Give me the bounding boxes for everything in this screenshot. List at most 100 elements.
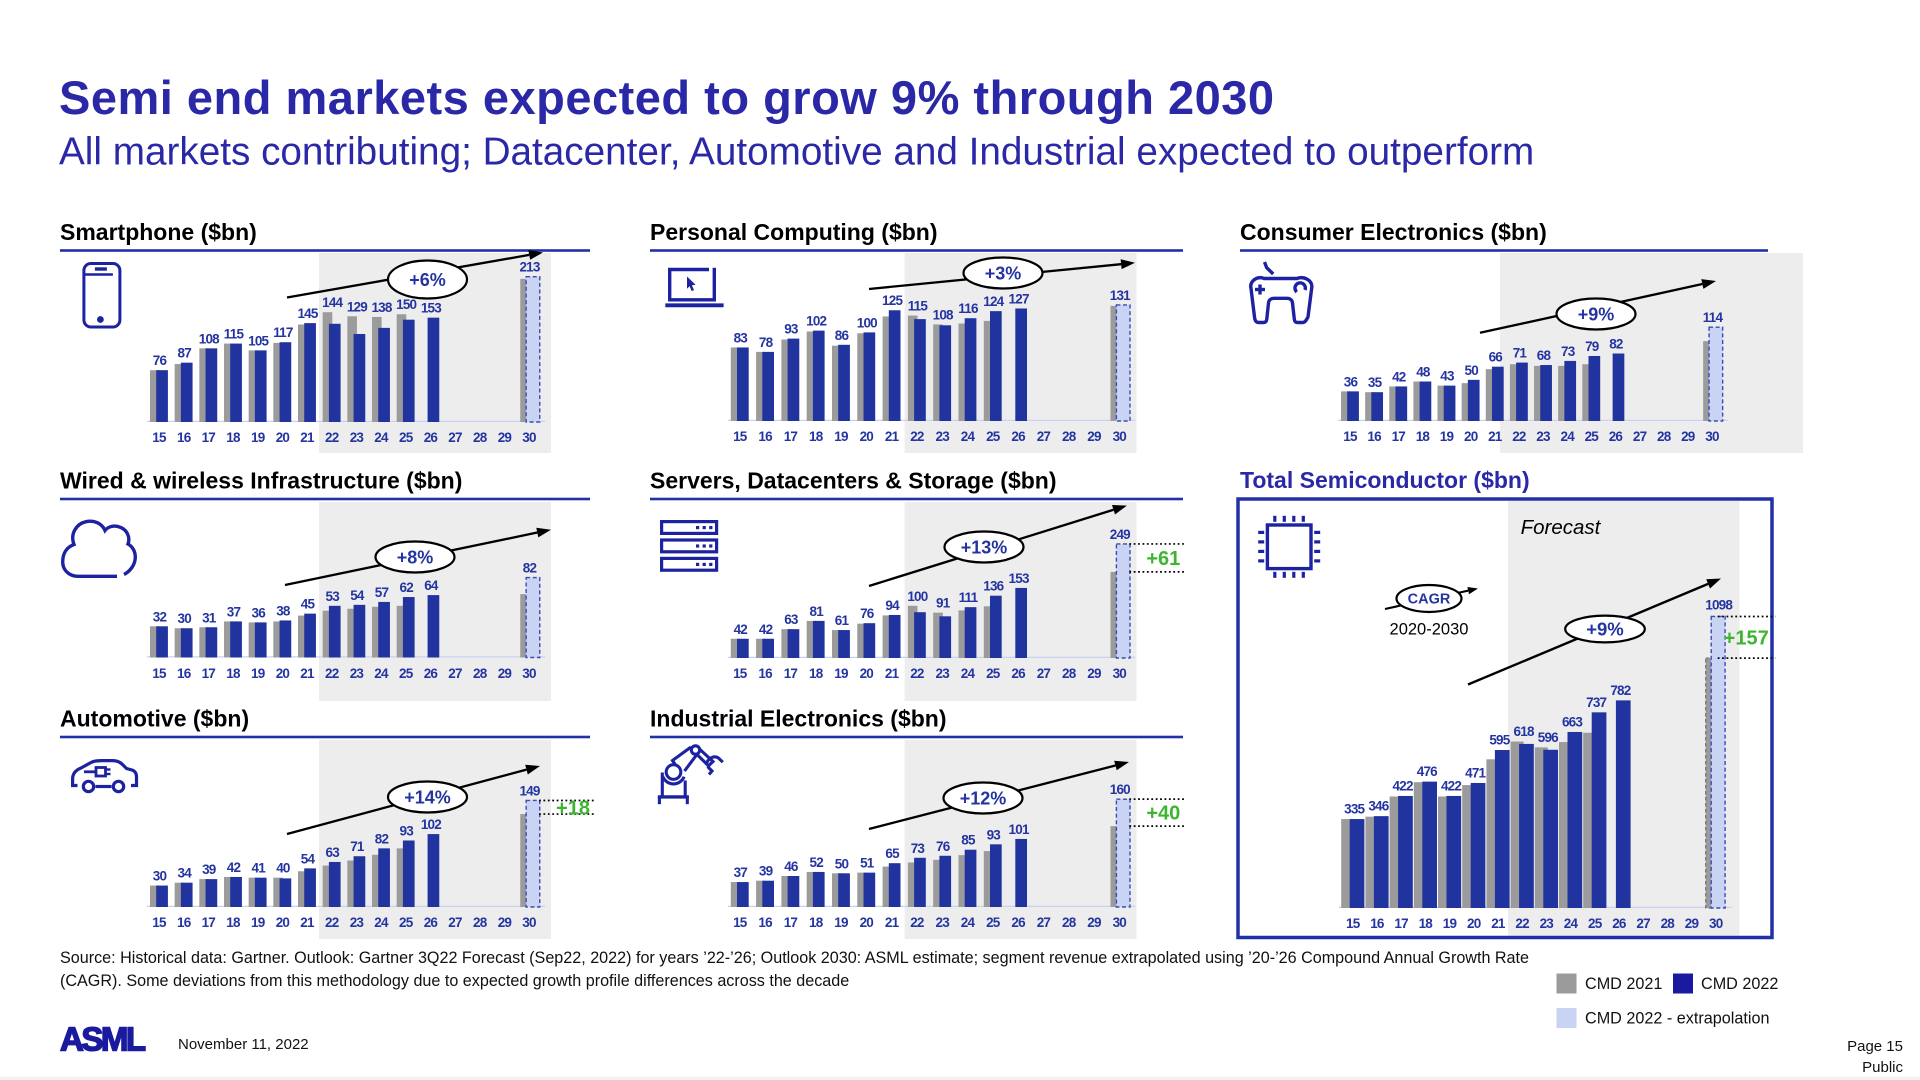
svg-text:50: 50 [835, 856, 849, 871]
svg-text:16: 16 [758, 429, 773, 444]
svg-text:27: 27 [1037, 666, 1051, 681]
svg-text:20: 20 [276, 666, 290, 681]
svg-text:30: 30 [153, 869, 167, 884]
svg-text:+13%: +13% [961, 538, 1008, 558]
svg-text:21: 21 [300, 666, 315, 681]
svg-text:16: 16 [758, 666, 773, 681]
svg-text:115: 115 [908, 299, 929, 314]
svg-text:32: 32 [153, 609, 167, 624]
svg-text:31: 31 [202, 610, 217, 625]
svg-text:Total Semiconductor ($bn): Total Semiconductor ($bn) [1240, 467, 1530, 493]
svg-text:23: 23 [935, 915, 950, 930]
svg-text:29: 29 [1087, 915, 1101, 930]
svg-text:+157: +157 [1724, 627, 1769, 649]
svg-text:30: 30 [1113, 429, 1127, 444]
svg-text:42: 42 [1392, 369, 1406, 384]
svg-text:618: 618 [1514, 724, 1535, 739]
svg-text:153: 153 [1009, 571, 1030, 586]
svg-text:+9%: +9% [1586, 619, 1624, 640]
svg-text:149: 149 [519, 784, 539, 799]
svg-text:25: 25 [399, 915, 414, 930]
svg-text:29: 29 [498, 666, 512, 681]
svg-text:Forecast: Forecast [1521, 516, 1602, 539]
svg-text:19: 19 [1443, 916, 1457, 931]
svg-text:24: 24 [961, 666, 976, 681]
svg-text:43: 43 [1440, 369, 1455, 384]
svg-text:153: 153 [421, 301, 442, 316]
svg-text:65: 65 [885, 846, 900, 861]
svg-text:51: 51 [860, 856, 875, 871]
svg-text:91: 91 [936, 596, 951, 611]
svg-text:24: 24 [374, 430, 389, 445]
svg-text:42: 42 [759, 622, 773, 637]
svg-text:124: 124 [983, 294, 1004, 309]
svg-text:17: 17 [784, 429, 798, 444]
svg-text:145: 145 [297, 306, 318, 321]
svg-text:102: 102 [806, 314, 826, 329]
svg-text:24: 24 [961, 429, 976, 444]
svg-text:82: 82 [523, 561, 537, 576]
svg-text:64: 64 [424, 578, 439, 593]
svg-text:15: 15 [152, 666, 167, 681]
svg-text:26: 26 [424, 915, 439, 930]
svg-text:66: 66 [1489, 350, 1504, 365]
svg-text:Smartphone ($bn): Smartphone ($bn) [60, 219, 257, 245]
svg-text:21: 21 [885, 429, 900, 444]
svg-text:+3%: +3% [985, 264, 1022, 284]
svg-text:16: 16 [758, 915, 773, 930]
svg-text:19: 19 [251, 666, 265, 681]
svg-text:17: 17 [202, 430, 216, 445]
svg-text:(CAGR). Some deviations from t: (CAGR). Some deviations from this method… [60, 972, 849, 990]
svg-text:17: 17 [202, 666, 216, 681]
svg-text:23: 23 [350, 666, 365, 681]
svg-text:28: 28 [1062, 429, 1077, 444]
svg-text:30: 30 [177, 611, 191, 626]
svg-text:28: 28 [473, 915, 488, 930]
svg-text:335: 335 [1344, 802, 1365, 817]
svg-text:16: 16 [177, 915, 192, 930]
svg-text:76: 76 [936, 839, 951, 854]
svg-text:25: 25 [399, 666, 414, 681]
svg-text:93: 93 [784, 322, 799, 337]
svg-text:737: 737 [1586, 695, 1606, 710]
svg-text:25: 25 [986, 429, 1001, 444]
svg-text:136: 136 [983, 579, 1004, 594]
svg-text:41: 41 [251, 861, 266, 876]
svg-text:71: 71 [1513, 346, 1528, 361]
svg-text:39: 39 [202, 862, 216, 877]
svg-text:20: 20 [276, 915, 290, 930]
svg-text:26: 26 [424, 430, 439, 445]
svg-text:26: 26 [1011, 429, 1026, 444]
svg-text:28: 28 [1062, 915, 1077, 930]
svg-text:22: 22 [325, 430, 339, 445]
svg-text:24: 24 [374, 666, 389, 681]
svg-text:16: 16 [1370, 916, 1385, 931]
svg-text:53: 53 [325, 589, 340, 604]
svg-text:23: 23 [935, 429, 950, 444]
svg-text:138: 138 [371, 300, 392, 315]
svg-text:68: 68 [1537, 348, 1552, 363]
svg-text:28: 28 [1062, 666, 1077, 681]
svg-text:23: 23 [350, 430, 365, 445]
svg-text:102: 102 [421, 817, 441, 832]
svg-text:15: 15 [1343, 429, 1358, 444]
svg-text:82: 82 [1609, 337, 1623, 352]
svg-text:+6%: +6% [409, 270, 446, 290]
svg-text:127: 127 [1009, 292, 1029, 307]
svg-text:22: 22 [1512, 429, 1526, 444]
svg-text:21: 21 [300, 915, 315, 930]
svg-text:116: 116 [958, 301, 979, 316]
svg-text:15: 15 [152, 915, 167, 930]
svg-text:Wired & wireless Infrastructur: Wired & wireless Infrastructure ($bn) [60, 468, 462, 494]
svg-text:+40: +40 [1146, 803, 1180, 825]
svg-text:29: 29 [1087, 429, 1101, 444]
svg-text:25: 25 [1585, 429, 1600, 444]
svg-text:50: 50 [1464, 363, 1478, 378]
svg-text:CMD 2022 - extrapolation: CMD 2022 - extrapolation [1585, 1010, 1769, 1028]
svg-text:61: 61 [835, 613, 850, 628]
svg-text:30: 30 [1705, 429, 1719, 444]
svg-text:39: 39 [759, 864, 773, 879]
svg-text:24: 24 [374, 915, 389, 930]
svg-text:+14%: +14% [404, 788, 451, 808]
svg-text:Semi end markets expected to g: Semi end markets expected to grow 9% thr… [59, 71, 1275, 124]
